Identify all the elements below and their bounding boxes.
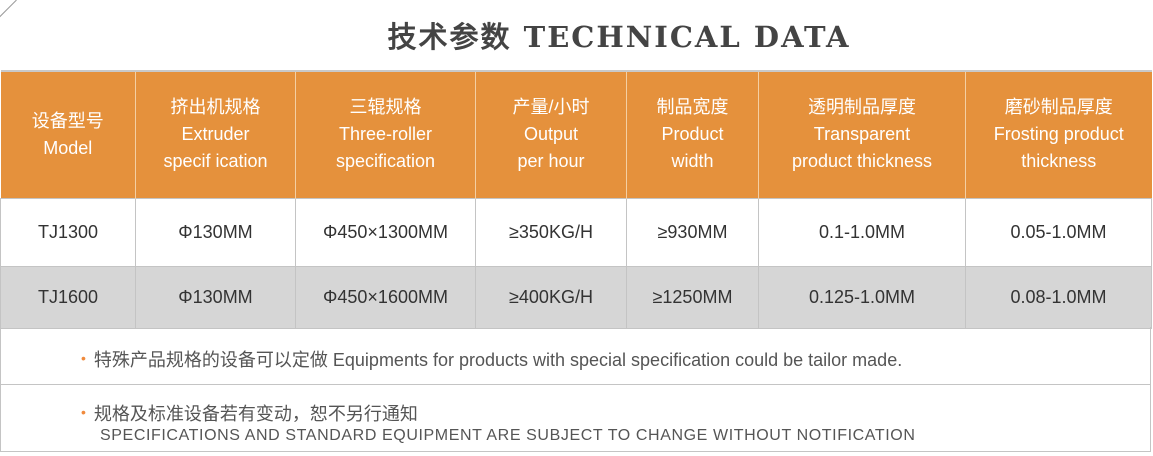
column-header: 透明制品厚度 Transparent product thickness bbox=[758, 70, 966, 198]
table-cell: Φ450×1300MM bbox=[295, 197, 476, 267]
header-en1: Output bbox=[523, 124, 579, 145]
bullet-icon: • bbox=[81, 404, 86, 420]
table-row: TJ1300 Φ130MM Φ450×1300MM ≥350KG/H ≥930MM 0.1… bbox=[0, 197, 1152, 267]
table-cell: ≥930MM bbox=[626, 197, 759, 267]
header-en2: specif ication bbox=[163, 151, 268, 172]
column-header: 挤出机规格 Extruder specif ication bbox=[135, 70, 296, 198]
column-header: 制品宽度 Product width bbox=[626, 70, 759, 198]
table-row: TJ1600 Φ130MM Φ450×1600MM ≥400KG/H ≥1250MM 0.… bbox=[0, 265, 1152, 329]
header-en2: specification bbox=[335, 151, 436, 172]
header-en2: thickness bbox=[1021, 151, 1097, 172]
note-text: 特殊产品规格的设备可以定做 Equipments for products wi… bbox=[93, 350, 903, 370]
header-en1: Frosting product bbox=[993, 124, 1124, 145]
header-en1: Three-roller bbox=[338, 124, 433, 145]
header-en1: Product bbox=[661, 124, 724, 145]
table-cell: Φ130MM bbox=[135, 197, 296, 267]
note-change: • 规格及标准设备若有变动，恕不另行通知 SPECIFICATIONS AND ST… bbox=[0, 385, 1151, 452]
header-cn: 制品宽度 bbox=[656, 97, 729, 118]
table-cell: Φ130MM bbox=[135, 265, 296, 329]
table-cell: TJ1600 bbox=[0, 265, 136, 329]
header-en1: Extruder bbox=[181, 124, 250, 145]
note-custom: • 特殊产品规格的设备可以定做 Equipments for products w… bbox=[0, 327, 1151, 385]
column-header: 三辊规格 Three-roller specification bbox=[295, 70, 476, 198]
table-cell: Φ450×1600MM bbox=[295, 265, 476, 329]
header-cn: 磨砂制品厚度 bbox=[1004, 97, 1113, 118]
note-text-cn: 规格及标准设备若有变动，恕不另行通知 bbox=[93, 404, 418, 424]
header-en1: Model bbox=[43, 137, 93, 158]
header-en1: Transparent bbox=[813, 124, 911, 145]
table-cell: 0.05-1.0MM bbox=[965, 197, 1152, 267]
table-cell: ≥400KG/H bbox=[475, 265, 627, 329]
technical-data-table: 设备型号 Model 挤出机规格 Extruder specif ication 三辊规格… bbox=[0, 70, 1152, 329]
header-cn: 挤出机规格 bbox=[170, 97, 261, 118]
header-en2: per hour bbox=[517, 151, 585, 172]
table-cell: 0.125-1.0MM bbox=[758, 265, 966, 329]
column-header: 设备型号 Model bbox=[0, 70, 136, 198]
page-title: 技术参数 TECHNICAL DATA bbox=[387, 20, 851, 54]
table-cell: 0.08-1.0MM bbox=[965, 265, 1152, 329]
header-en2: product thickness bbox=[791, 151, 933, 172]
table-cell: 0.1-1.0MM bbox=[758, 197, 966, 267]
table-cell: ≥350KG/H bbox=[475, 197, 627, 267]
bullet-icon: • bbox=[81, 350, 86, 366]
header-cn: 三辊规格 bbox=[349, 97, 422, 118]
table-cell: TJ1300 bbox=[0, 197, 136, 267]
table-cell: ≥1250MM bbox=[626, 265, 759, 329]
note-text-en: SPECIFICATIONS AND STANDARD EQUIPMENT AR… bbox=[100, 427, 916, 444]
header-en2: width bbox=[671, 151, 714, 172]
header-cn: 产量/小时 bbox=[512, 97, 590, 118]
header-cn: 透明制品厚度 bbox=[808, 97, 916, 118]
column-header: 磨砂制品厚度 Frosting product thickness bbox=[965, 70, 1152, 198]
header-cn: 设备型号 bbox=[31, 110, 104, 131]
column-header: 产量/小时 Output per hour bbox=[475, 70, 627, 198]
